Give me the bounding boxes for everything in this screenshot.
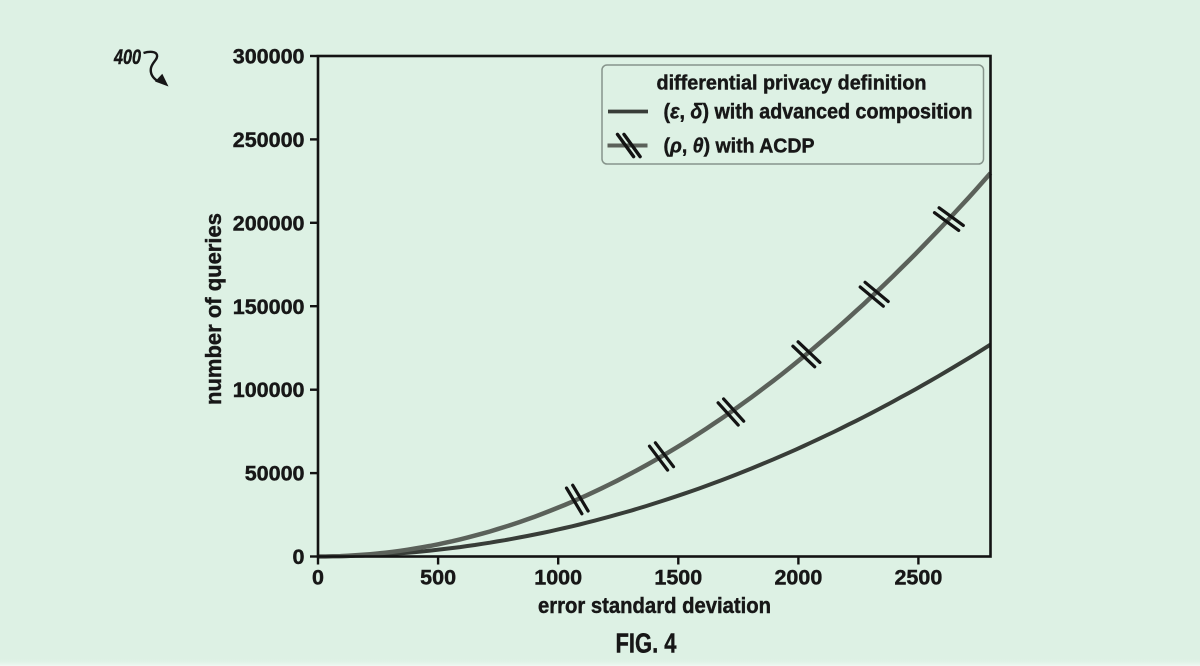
svg-text:1000: 1000 [534, 566, 582, 590]
svg-text:(ε, δ) with advanced compositi: (ε, δ) with advanced composition [664, 101, 973, 124]
svg-text:0: 0 [293, 545, 305, 569]
svg-text:200000: 200000 [233, 211, 305, 235]
svg-text:2500: 2500 [894, 566, 942, 590]
svg-text:400: 400 [113, 46, 141, 69]
svg-text:0: 0 [312, 566, 324, 590]
svg-text:500: 500 [420, 566, 456, 590]
svg-text:1500: 1500 [654, 566, 702, 590]
svg-text:50000: 50000 [245, 462, 305, 486]
svg-text:error standard deviation: error standard deviation [538, 593, 771, 618]
svg-text:2000: 2000 [774, 566, 822, 590]
svg-text:300000: 300000 [233, 45, 305, 69]
svg-text:(ρ, θ) with ACDP: (ρ, θ) with ACDP [664, 136, 815, 158]
svg-text:number of queries: number of queries [201, 213, 226, 405]
svg-text:250000: 250000 [233, 128, 305, 152]
svg-text:150000: 150000 [233, 295, 305, 319]
svg-text:differential privacy definitio: differential privacy definition [657, 72, 927, 95]
svg-text:FIG. 4: FIG. 4 [616, 628, 677, 659]
svg-text:100000: 100000 [233, 378, 305, 402]
